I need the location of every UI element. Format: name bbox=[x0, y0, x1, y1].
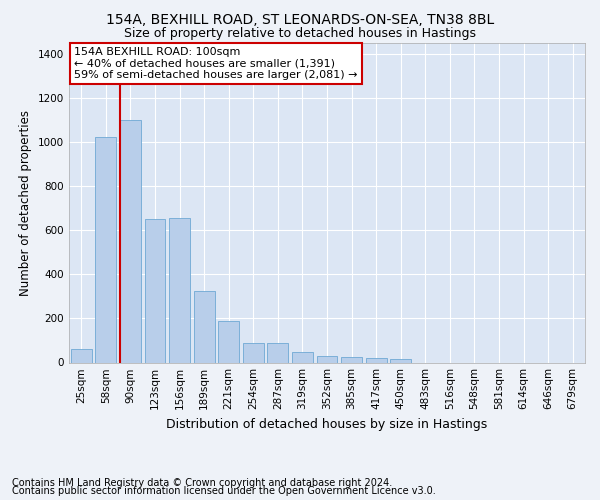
Bar bbox=[194, 291, 215, 362]
Text: Contains HM Land Registry data © Crown copyright and database right 2024.: Contains HM Land Registry data © Crown c… bbox=[12, 478, 392, 488]
Bar bbox=[95, 138, 116, 362]
Bar bbox=[169, 218, 190, 362]
X-axis label: Distribution of detached houses by size in Hastings: Distribution of detached houses by size … bbox=[166, 418, 488, 431]
Bar bbox=[390, 360, 411, 362]
Bar bbox=[292, 352, 313, 362]
Bar bbox=[317, 356, 337, 362]
Text: 154A, BEXHILL ROAD, ST LEONARDS-ON-SEA, TN38 8BL: 154A, BEXHILL ROAD, ST LEONARDS-ON-SEA, … bbox=[106, 12, 494, 26]
Bar bbox=[243, 342, 264, 362]
Bar bbox=[341, 357, 362, 362]
Text: 154A BEXHILL ROAD: 100sqm
← 40% of detached houses are smaller (1,391)
59% of se: 154A BEXHILL ROAD: 100sqm ← 40% of detac… bbox=[74, 48, 358, 80]
Y-axis label: Number of detached properties: Number of detached properties bbox=[19, 110, 32, 296]
Bar bbox=[120, 120, 141, 362]
Bar bbox=[145, 219, 166, 362]
Bar bbox=[218, 320, 239, 362]
Bar bbox=[365, 358, 386, 362]
Bar bbox=[71, 349, 92, 362]
Bar bbox=[268, 342, 289, 362]
Text: Contains public sector information licensed under the Open Government Licence v3: Contains public sector information licen… bbox=[12, 486, 436, 496]
Text: Size of property relative to detached houses in Hastings: Size of property relative to detached ho… bbox=[124, 28, 476, 40]
